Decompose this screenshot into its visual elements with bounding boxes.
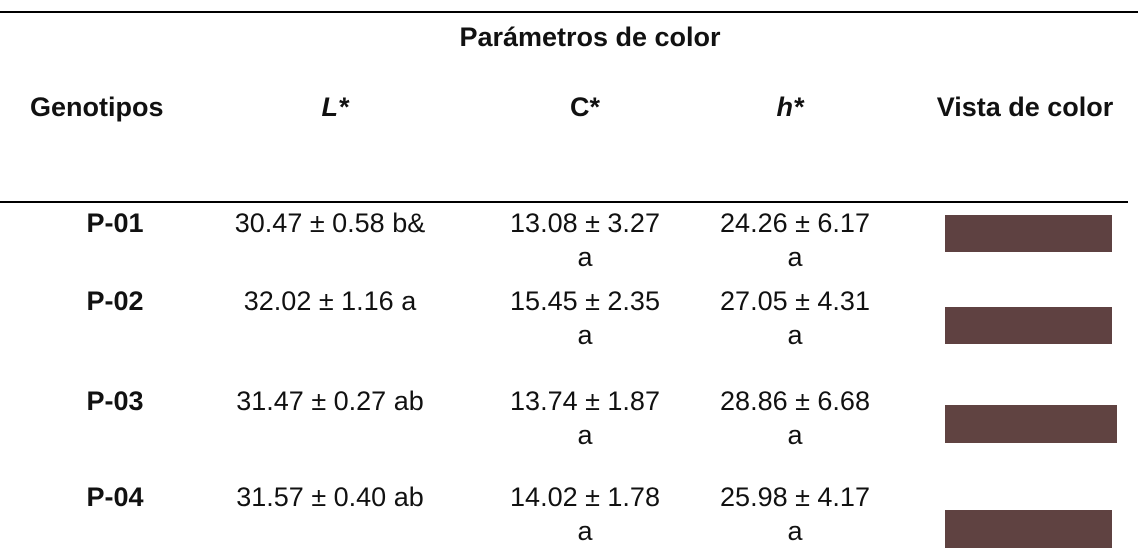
col-header-genotipos: Genotipos	[30, 92, 164, 122]
row-h-letter: a	[787, 320, 803, 350]
row-l-value: 32.02 ± 1.16 a	[243, 286, 417, 316]
color-swatch	[945, 215, 1112, 252]
header-bottom-rule	[0, 201, 1128, 203]
col-header-c: C*	[569, 92, 600, 122]
row-c-letter: a	[577, 516, 593, 546]
row-l-value: 31.47 ± 0.27 ab	[236, 386, 424, 416]
color-swatch	[945, 405, 1117, 443]
row-c-letter: a	[577, 242, 593, 272]
row-c-value: 13.08 ± 3.27	[510, 208, 660, 238]
row-h-letter: a	[787, 420, 803, 450]
row-h-letter: a	[787, 242, 803, 272]
row-genotype: P-04	[86, 482, 144, 512]
row-h-value: 25.98 ± 4.17	[720, 482, 870, 512]
row-l-value: 30.47 ± 0.58 b&	[234, 208, 426, 238]
row-c-value: 13.74 ± 1.87	[510, 386, 660, 416]
row-c-letter: a	[577, 420, 593, 450]
color-swatch	[945, 510, 1112, 548]
row-h-value: 27.05 ± 4.31	[720, 286, 870, 316]
col-header-h: h*	[776, 92, 804, 122]
row-c-value: 14.02 ± 1.78	[510, 482, 660, 512]
row-l-value: 31.57 ± 0.40 ab	[236, 482, 424, 512]
color-swatch	[945, 307, 1112, 344]
table-top-rule	[0, 11, 1138, 13]
col-header-l: L*	[321, 92, 349, 122]
row-h-value: 24.26 ± 6.17	[720, 208, 870, 238]
row-c-letter: a	[577, 320, 593, 350]
row-genotype: P-02	[86, 286, 144, 316]
row-h-letter: a	[787, 516, 803, 546]
row-genotype: P-01	[86, 208, 144, 238]
row-h-value: 28.86 ± 6.68	[720, 386, 870, 416]
group-header: Parámetros de color	[459, 22, 721, 52]
col-header-vista-de-color: Vista de color	[936, 92, 1114, 122]
row-c-value: 15.45 ± 2.35	[510, 286, 660, 316]
row-genotype: P-03	[86, 386, 144, 416]
